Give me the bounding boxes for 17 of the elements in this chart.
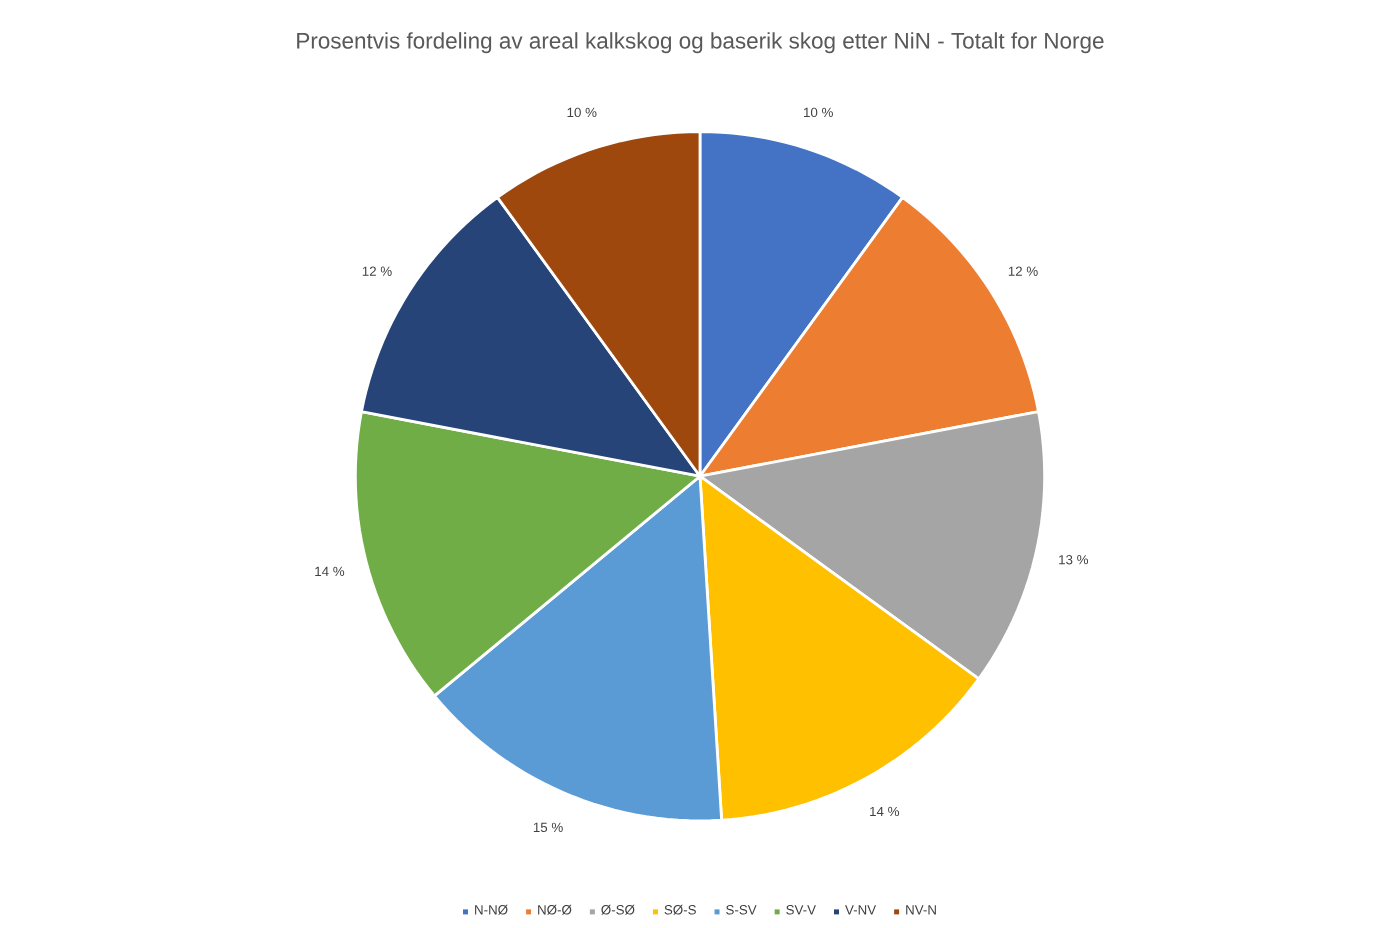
data-label: 10 % xyxy=(567,107,597,117)
data-label: 15 % xyxy=(533,822,563,832)
data-label: 12 % xyxy=(1008,266,1038,276)
legend-label: S-SV xyxy=(726,904,757,915)
legend-label: NØ-Ø xyxy=(538,904,572,915)
data-label: 12 % xyxy=(362,266,392,276)
data-label: 14 % xyxy=(870,806,900,816)
legend-label: SØ-S xyxy=(664,904,696,915)
data-label: 14 % xyxy=(315,566,345,576)
legend-label: SV-V xyxy=(786,904,816,915)
chart-title: Prosentvis fordeling av areal kalkskog og baserik skog etter NiN - Totalt for Norge xyxy=(297,31,1104,53)
legend-label: Ø-SØ xyxy=(601,904,635,915)
data-label: 13 % xyxy=(1059,554,1089,565)
data-label: 10 % xyxy=(804,107,833,117)
legend-label: NV-N xyxy=(906,905,936,915)
legend-label: N-NØ xyxy=(475,904,508,915)
legend-label: V-NV xyxy=(845,905,877,915)
